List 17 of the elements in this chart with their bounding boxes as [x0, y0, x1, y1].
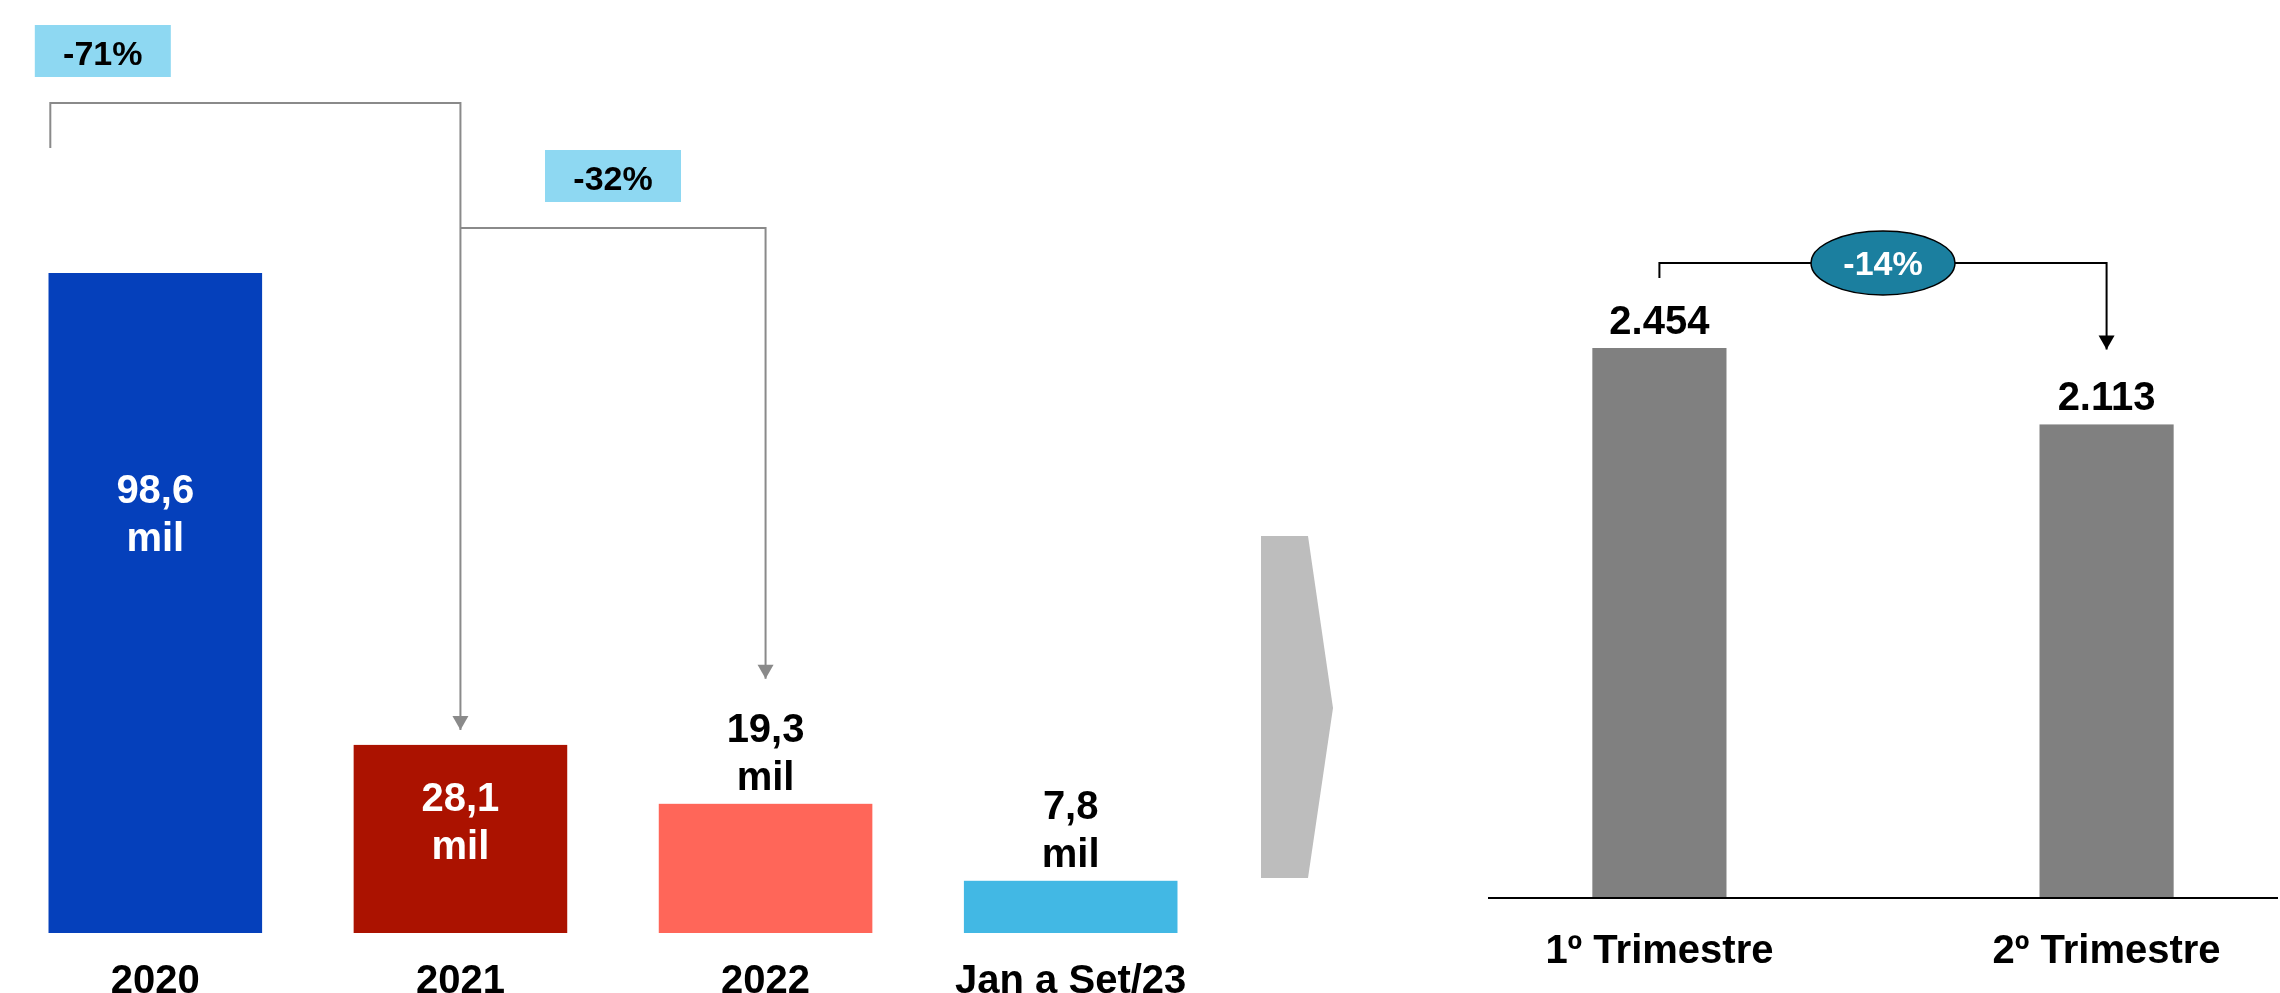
- text: -32%: [573, 159, 653, 197]
- x-tick-label: 2022: [721, 957, 811, 993]
- data-label: 7,8 mil: [1041, 782, 1100, 875]
- arrow-connector: -32%: [459, 150, 774, 680]
- bar: [658, 803, 873, 933]
- x-tick-label: 1º Trimestre: [1545, 927, 1774, 971]
- data-label: 2.113: [2057, 374, 2156, 419]
- x-tick-label: 2º Trimestre: [1992, 927, 2221, 971]
- data-label: 2.454: [1609, 298, 1711, 342]
- bar: [963, 880, 1178, 933]
- data-label: 98,6 mil: [116, 467, 195, 559]
- data-label: 19,3 mil: [726, 705, 805, 798]
- bar: [48, 273, 263, 933]
- x-tick-label: 2021: [415, 957, 505, 993]
- bar: [353, 744, 568, 933]
- x-tick-label: 2020: [110, 957, 200, 993]
- data-label: 28,1 mil: [421, 774, 500, 867]
